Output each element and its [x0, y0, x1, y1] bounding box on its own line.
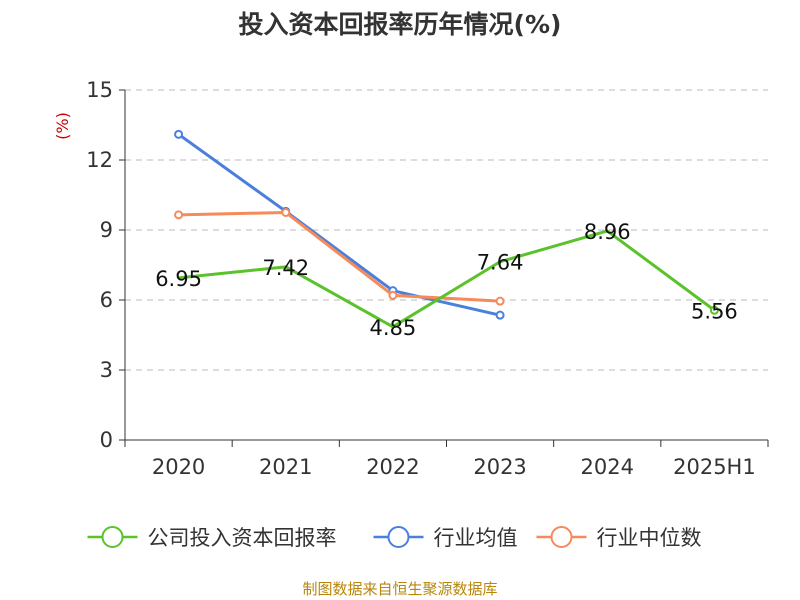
series-line-2 — [178, 211, 501, 303]
data-label: 4.85 — [370, 316, 417, 340]
x-tick-label: 2022 — [366, 455, 419, 479]
y-axis-unit: (%) — [53, 112, 72, 140]
x-tick-label: 2020 — [152, 455, 205, 479]
legend: 公司投入资本回报率 行业均值 行业中位数 — [87, 526, 702, 550]
axes: 0 3 6 9 12 15 2020 2021 2022 2023 2024 2025H1 — [86, 78, 769, 479]
data-label: 8.96 — [584, 220, 631, 244]
data-point — [388, 290, 398, 300]
x-tick-label: 2023 — [473, 455, 526, 479]
legend-label: 公司投入资本回报率 — [148, 526, 337, 550]
legend-swatch-marker — [550, 526, 573, 548]
y-tick-label: 0 — [100, 428, 113, 452]
x-tick-label: 2021 — [259, 455, 312, 479]
series-lines — [174, 129, 719, 329]
data-label: 7.64 — [477, 251, 524, 275]
data-point — [174, 210, 184, 220]
legend-swatch-marker — [387, 526, 410, 548]
source-note: 制图数据来自恒生聚源数据库 — [302, 580, 497, 598]
y-tick-label: 15 — [86, 78, 113, 102]
data-label: 6.95 — [155, 267, 202, 291]
y-tick-label: 12 — [86, 148, 113, 172]
legend-label: 行业中位数 — [597, 526, 702, 550]
y-tick-label: 6 — [100, 288, 113, 312]
data-point — [281, 208, 291, 217]
gridlines — [125, 89, 768, 371]
data-label: 7.42 — [262, 256, 309, 280]
series-line-0 — [178, 229, 716, 329]
legend-swatch-marker — [101, 526, 124, 548]
data-point — [495, 296, 505, 306]
data-labels: 6.95 7.42 4.85 7.64 8.96 5.56 — [155, 220, 738, 340]
y-tick-label: 9 — [100, 218, 113, 242]
y-tick-label: 3 — [100, 358, 113, 382]
x-tick-label: 2024 — [581, 455, 634, 479]
data-point — [174, 129, 184, 139]
chart-title: 投入资本回报率历年情况(%) — [239, 10, 562, 39]
legend-label: 行业均值 — [434, 526, 518, 550]
data-point — [495, 310, 505, 320]
x-tick-label: 2025H1 — [673, 455, 756, 479]
data-label: 5.56 — [691, 299, 738, 323]
data-point — [709, 305, 719, 315]
series-line-1 — [177, 133, 501, 317]
